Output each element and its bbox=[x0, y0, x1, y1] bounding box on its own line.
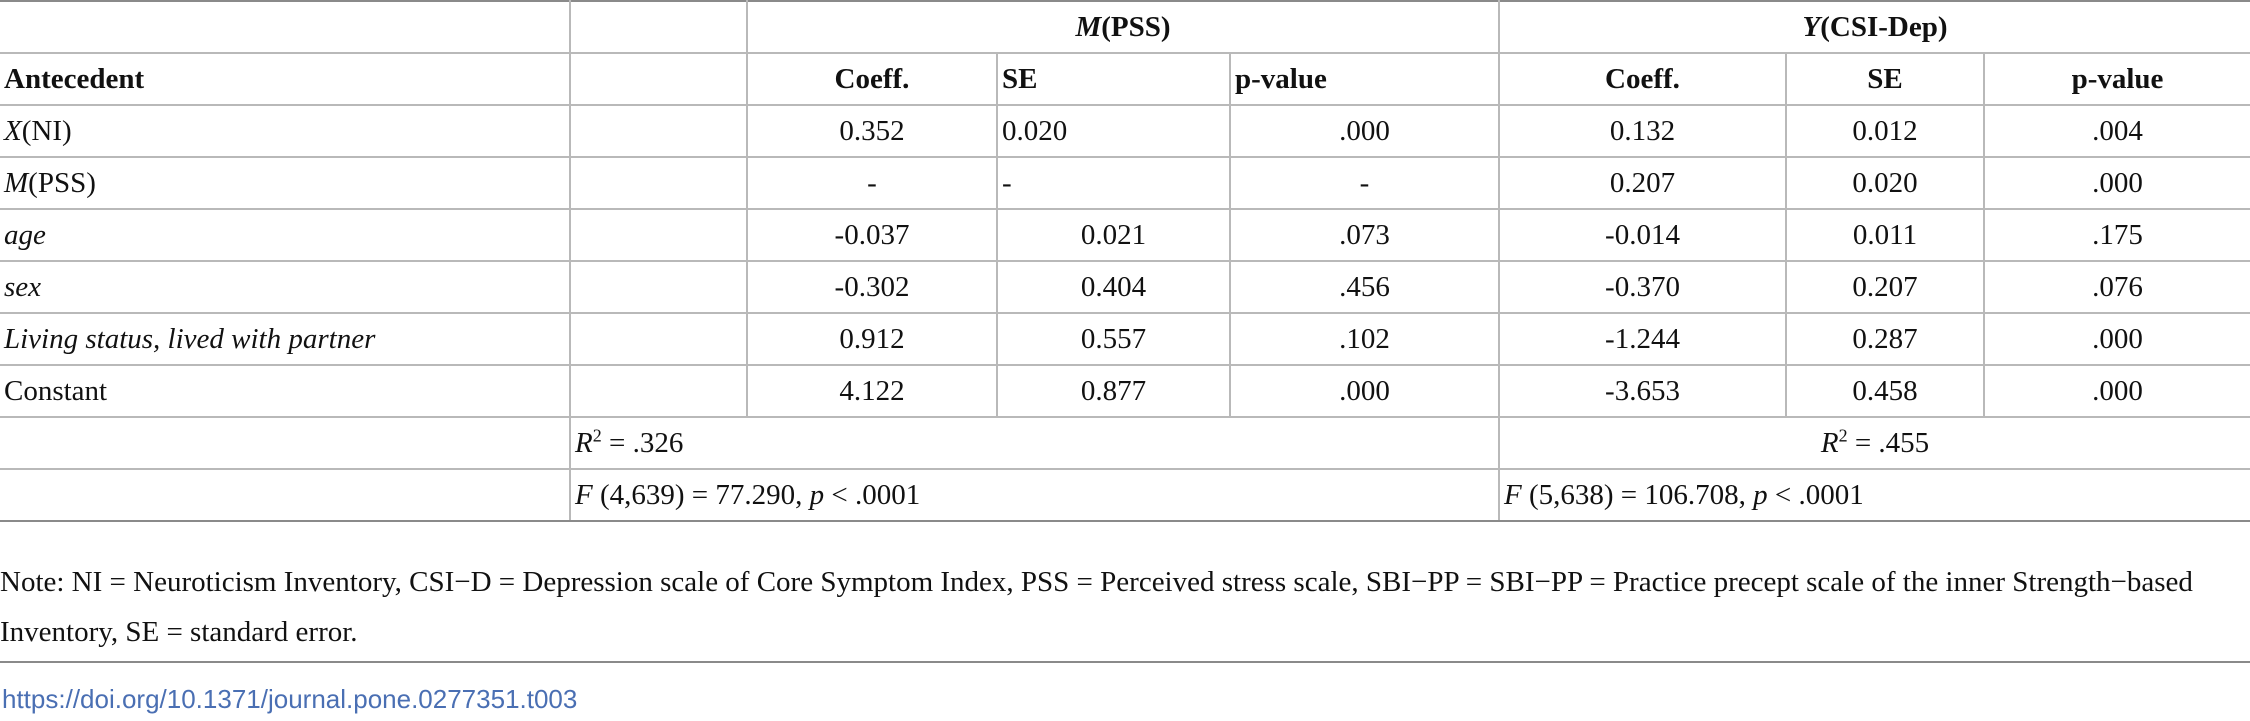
y-pvalue-header: p-value bbox=[1982, 52, 2250, 106]
doi-link[interactable]: https://doi.org/10.1371/journal.pone.027… bbox=[2, 684, 578, 714]
empty-cell bbox=[569, 364, 748, 418]
empty-cell bbox=[569, 208, 748, 262]
y-csi-dep-group-header: Y(CSI-Dep) bbox=[1497, 0, 2250, 54]
y-se-cell: 0.012 bbox=[1785, 104, 1985, 158]
y-p-cell: .076 bbox=[1982, 260, 2250, 314]
antecedent-label: M(PSS) bbox=[0, 156, 571, 210]
m-f-statistic: F (4,639) = 77.290, p < .0001 bbox=[569, 468, 1500, 522]
y-p-cell: .000 bbox=[1982, 156, 2250, 210]
empty-cell bbox=[569, 260, 748, 314]
m-se-cell: 0.020 bbox=[996, 104, 1231, 158]
m-p-cell: .456 bbox=[1229, 260, 1500, 314]
m-r-squared: R2 = .326 bbox=[569, 416, 1500, 470]
y-coeff-cell: 0.207 bbox=[1498, 156, 1787, 210]
m-p-cell: .000 bbox=[1229, 104, 1500, 158]
m-coeff-cell: -0.037 bbox=[746, 208, 998, 262]
r-squared-row: R2 = .326 R2 = .455 bbox=[0, 416, 2250, 470]
m-se-cell: 0.877 bbox=[996, 364, 1231, 418]
y-se-cell: 0.458 bbox=[1785, 364, 1985, 418]
antecedent-label: sex bbox=[0, 260, 571, 314]
y-coeff-cell: -0.014 bbox=[1498, 208, 1787, 262]
m-coeff-cell: 4.122 bbox=[746, 364, 998, 418]
y-p-cell: .000 bbox=[1982, 364, 2250, 418]
y-r-squared: R2 = .455 bbox=[1497, 416, 2250, 470]
empty-cell bbox=[569, 312, 748, 366]
m-p-cell: .073 bbox=[1229, 208, 1500, 262]
y-se-cell: 0.020 bbox=[1785, 156, 1985, 210]
m-p-cell: .000 bbox=[1229, 364, 1500, 418]
m-pvalue-header: p-value bbox=[1229, 52, 1500, 106]
y-p-cell: .004 bbox=[1982, 104, 2250, 158]
footer-divider bbox=[0, 661, 2250, 663]
y-coeff-cell: -3.653 bbox=[1498, 364, 1787, 418]
m-coeff-header: Coeff. bbox=[746, 52, 998, 106]
y-se-cell: 0.287 bbox=[1785, 312, 1985, 366]
m-coeff-cell: - bbox=[746, 156, 998, 210]
y-se-cell: 0.011 bbox=[1785, 208, 1985, 262]
m-se-header: SE bbox=[996, 52, 1231, 106]
table-row: Constant 4.122 0.877 .000 -3.653 0.458 .… bbox=[0, 364, 2250, 418]
m-coeff-cell: 0.352 bbox=[746, 104, 998, 158]
empty-cell bbox=[0, 0, 571, 54]
empty-cell bbox=[0, 416, 571, 470]
m-se-cell: - bbox=[996, 156, 1231, 210]
table-row: age -0.037 0.021 .073 -0.014 0.011 .175 bbox=[0, 208, 2250, 262]
y-coeff-cell: -0.370 bbox=[1498, 260, 1787, 314]
m-se-cell: 0.557 bbox=[996, 312, 1231, 366]
table-row: Living status, lived with partner 0.912 … bbox=[0, 312, 2250, 366]
results-table: M(PSS) Y(CSI-Dep) Antecedent Coeff. SE p… bbox=[0, 0, 2250, 522]
column-header-row: Antecedent Coeff. SE p-value Coeff. SE p… bbox=[0, 52, 2250, 106]
table-row: sex -0.302 0.404 .456 -0.370 0.207 .076 bbox=[0, 260, 2250, 314]
antecedent-label: X(NI) bbox=[0, 104, 571, 158]
y-f-statistic: F (5,638) = 106.708, p < .0001 bbox=[1497, 468, 2250, 522]
y-se-cell: 0.207 bbox=[1785, 260, 1985, 314]
antecedent-label: Living status, lived with partner bbox=[0, 312, 571, 366]
m-p-cell: - bbox=[1229, 156, 1500, 210]
group-header-row: M(PSS) Y(CSI-Dep) bbox=[0, 0, 2250, 54]
empty-cell bbox=[569, 52, 748, 106]
m-pss-group-header: M(PSS) bbox=[746, 0, 1500, 54]
empty-cell bbox=[0, 468, 571, 522]
y-coeff-cell: 0.132 bbox=[1498, 104, 1787, 158]
m-coeff-cell: -0.302 bbox=[746, 260, 998, 314]
table-row: X(NI) 0.352 0.020 .000 0.132 0.012 .004 bbox=[0, 104, 2250, 158]
antecedent-label: Constant bbox=[0, 364, 571, 418]
empty-cell bbox=[569, 0, 748, 54]
y-p-cell: .000 bbox=[1982, 312, 2250, 366]
m-p-cell: .102 bbox=[1229, 312, 1500, 366]
table-row: M(PSS) - - - 0.207 0.020 .000 bbox=[0, 156, 2250, 210]
empty-cell bbox=[569, 104, 748, 158]
y-coeff-cell: -1.244 bbox=[1498, 312, 1787, 366]
f-statistic-row: F (4,639) = 77.290, p < .0001 F (5,638) … bbox=[0, 468, 2250, 522]
antecedent-header: Antecedent bbox=[0, 52, 571, 106]
m-se-cell: 0.404 bbox=[996, 260, 1231, 314]
m-coeff-cell: 0.912 bbox=[746, 312, 998, 366]
m-se-cell: 0.021 bbox=[996, 208, 1231, 262]
y-se-header: SE bbox=[1785, 52, 1985, 106]
table-note: Note: NI = Neuroticism Inventory, CSI−D … bbox=[0, 566, 2193, 648]
y-coeff-header: Coeff. bbox=[1498, 52, 1787, 106]
y-p-cell: .175 bbox=[1982, 208, 2250, 262]
antecedent-label: age bbox=[0, 208, 571, 262]
empty-cell bbox=[569, 156, 748, 210]
